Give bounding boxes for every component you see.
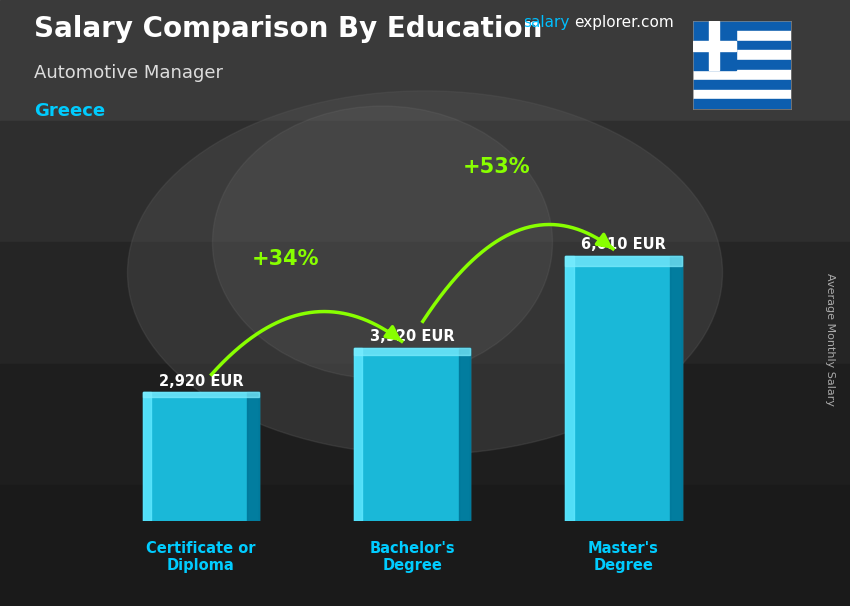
Bar	[0, 242, 850, 364]
Bar	[693, 21, 736, 70]
Text: Bachelor's
Degree: Bachelor's Degree	[370, 541, 455, 573]
Bar	[693, 80, 791, 90]
Text: Greece: Greece	[34, 102, 105, 120]
Bar	[459, 348, 470, 521]
Text: 6,010 EUR: 6,010 EUR	[581, 237, 666, 252]
Bar	[670, 256, 682, 521]
Bar	[0, 0, 850, 121]
Bar	[693, 50, 791, 60]
Bar	[693, 90, 791, 99]
Ellipse shape	[212, 106, 552, 379]
Bar	[693, 41, 791, 50]
Bar	[354, 348, 470, 521]
Bar	[143, 392, 259, 521]
Bar	[0, 364, 850, 485]
Bar	[565, 256, 682, 266]
Text: 3,920 EUR: 3,920 EUR	[370, 329, 455, 344]
Bar	[565, 256, 574, 521]
Bar	[247, 392, 259, 521]
Text: 2,920 EUR: 2,920 EUR	[159, 373, 243, 388]
Text: Average Monthly Salary: Average Monthly Salary	[824, 273, 835, 406]
Ellipse shape	[128, 91, 722, 454]
Bar	[143, 392, 151, 521]
Text: Salary Comparison By Education: Salary Comparison By Education	[34, 15, 542, 43]
Bar	[143, 392, 259, 398]
Bar	[354, 348, 470, 355]
Text: +34%: +34%	[252, 250, 320, 270]
Text: +53%: +53%	[463, 157, 530, 177]
Bar	[354, 348, 362, 521]
Bar	[693, 60, 791, 70]
Text: Automotive Manager: Automotive Manager	[34, 64, 223, 82]
Bar	[0, 121, 850, 242]
Bar	[693, 31, 791, 41]
Bar	[693, 70, 791, 80]
Text: Master's
Degree: Master's Degree	[588, 541, 659, 573]
Bar	[565, 256, 682, 521]
Bar	[693, 21, 791, 31]
Bar	[693, 41, 736, 50]
Bar	[710, 21, 719, 70]
Text: Certificate or
Diploma: Certificate or Diploma	[146, 541, 256, 573]
Text: salary: salary	[523, 15, 570, 30]
Bar	[693, 99, 791, 109]
Text: explorer.com: explorer.com	[574, 15, 673, 30]
Bar	[0, 485, 850, 606]
